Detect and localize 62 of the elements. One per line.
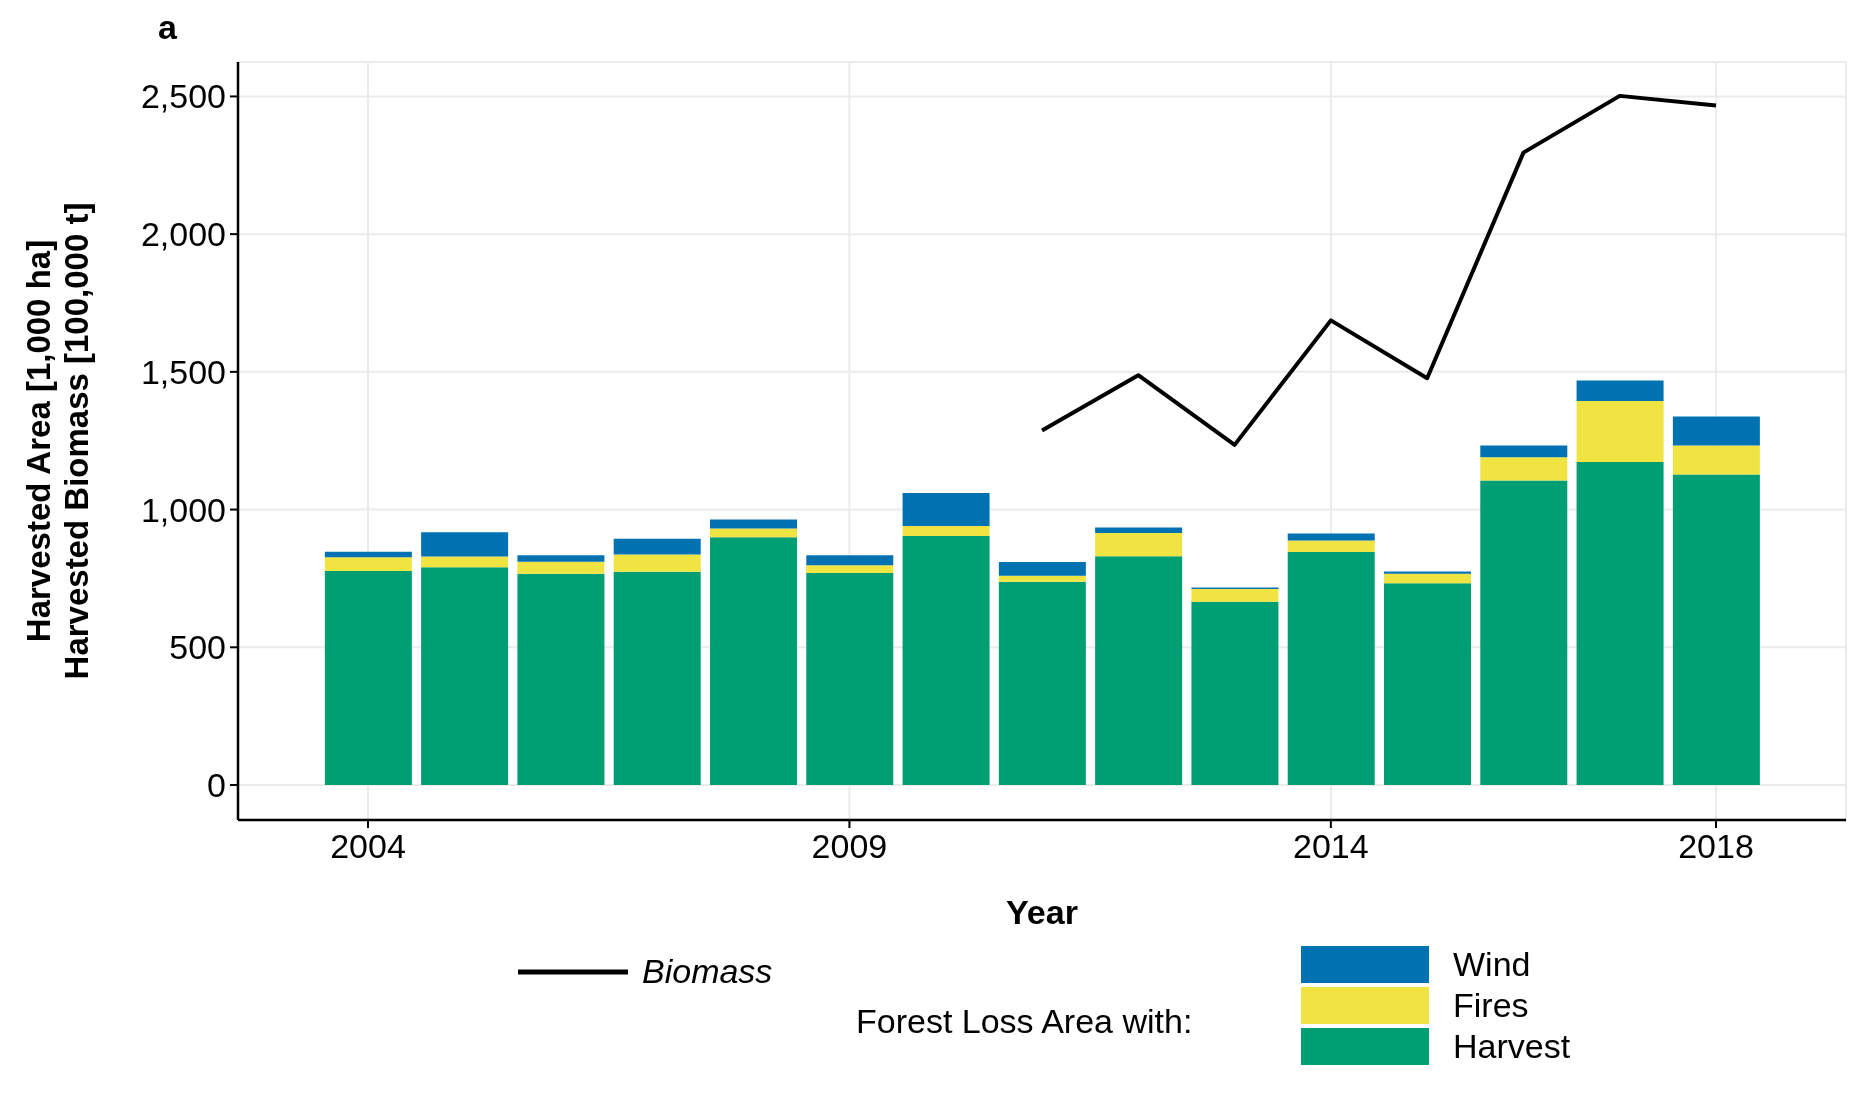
bar bbox=[806, 565, 894, 573]
bar bbox=[421, 556, 509, 568]
bar bbox=[421, 567, 509, 786]
y-tick-label: 1,000 bbox=[140, 490, 226, 529]
bar bbox=[709, 537, 797, 786]
x-tick-label: 2009 bbox=[811, 827, 888, 866]
y-tick-label: 1,500 bbox=[140, 352, 226, 391]
y-axis-title: Harvested Area [1,000 ha] Harvested Biomass [100,000 t] bbox=[20, 202, 96, 680]
bar bbox=[613, 538, 701, 555]
bar bbox=[1480, 480, 1568, 786]
bar bbox=[324, 571, 412, 786]
chart-title: a bbox=[158, 8, 177, 47]
bar bbox=[1672, 416, 1760, 446]
bar bbox=[1384, 573, 1472, 584]
bar bbox=[1672, 474, 1760, 786]
bar bbox=[1095, 527, 1183, 533]
bar bbox=[517, 573, 605, 786]
x-tick-label: 2018 bbox=[1678, 827, 1754, 866]
bar bbox=[1287, 552, 1375, 786]
bar bbox=[1480, 457, 1568, 481]
bar bbox=[902, 536, 990, 786]
legend-label: Wind bbox=[1453, 945, 1531, 983]
x-tick-label: 2004 bbox=[330, 827, 406, 866]
bar bbox=[613, 571, 701, 786]
bar bbox=[1191, 601, 1279, 786]
x-tick-label: 2014 bbox=[1293, 827, 1369, 866]
bar bbox=[1672, 445, 1760, 475]
bar bbox=[1095, 533, 1183, 557]
legend-label: Harvest bbox=[1453, 1027, 1571, 1065]
bar bbox=[517, 555, 605, 562]
bar bbox=[1576, 461, 1664, 786]
bar bbox=[517, 561, 605, 574]
bar bbox=[1384, 571, 1472, 574]
bar bbox=[1576, 401, 1664, 462]
bar bbox=[324, 551, 412, 558]
bar bbox=[1191, 588, 1279, 602]
y-tick-label: 2,000 bbox=[140, 215, 226, 254]
bar bbox=[806, 572, 894, 786]
bar bbox=[902, 493, 990, 527]
bar bbox=[709, 528, 797, 538]
line-series bbox=[1040, 93, 1719, 447]
bar bbox=[1384, 583, 1472, 786]
legend-label: Biomass bbox=[642, 952, 773, 991]
bar bbox=[998, 561, 1086, 576]
y-tick-label: 0 bbox=[207, 766, 226, 805]
x-axis-title: Year bbox=[1006, 893, 1078, 931]
bar bbox=[1480, 445, 1568, 458]
legend-label: Fires bbox=[1453, 986, 1529, 1024]
bar bbox=[421, 532, 509, 557]
bar bbox=[709, 519, 797, 529]
bar bbox=[1287, 540, 1375, 552]
bar bbox=[1576, 380, 1664, 402]
bar bbox=[806, 555, 894, 566]
bar bbox=[998, 575, 1086, 582]
bar bbox=[902, 526, 990, 537]
bar bbox=[324, 557, 412, 572]
bar bbox=[613, 554, 701, 572]
bar bbox=[998, 581, 1086, 786]
y-tick-label: 500 bbox=[169, 628, 226, 667]
bar bbox=[1095, 556, 1183, 786]
y-tick-label: 2,500 bbox=[140, 77, 226, 116]
legend-title: Forest Loss Area with: bbox=[856, 1002, 1193, 1041]
